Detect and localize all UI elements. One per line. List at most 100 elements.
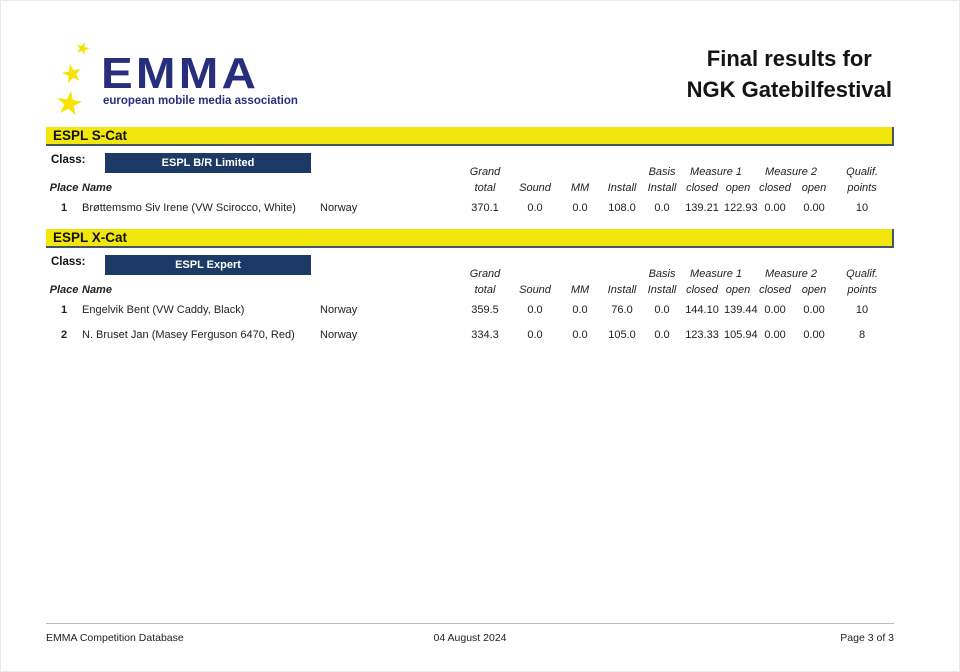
category-header-bar: ESPL X-Cat <box>46 229 894 248</box>
results-table: Class: ESPL B/R Limited Grand Basis Measu… <box>46 153 894 220</box>
col-measure1: Measure 1 <box>690 166 743 178</box>
cell-m2-open: 0.00 <box>803 328 825 341</box>
cell-m2-open: 0.00 <box>803 201 825 214</box>
col-mm: MM <box>570 182 590 194</box>
class-row: Class: ESPL Expert <box>46 255 460 281</box>
col-basis-line1: Basis <box>648 166 676 178</box>
cell-country: Norway <box>320 303 358 316</box>
cell-install: 105.0 <box>608 328 636 341</box>
results-body: 1 Engelvik Bent (VW Caddy, Black) Norway… <box>46 297 894 347</box>
star-icon: ★ <box>52 83 87 123</box>
class-badge: ESPL Expert <box>105 255 311 275</box>
table-row: 1 Brøttemsmo Siv Irene (VW Scirocco, Whi… <box>46 195 894 220</box>
class-label: Class: <box>51 256 86 268</box>
col-grand-line2: total <box>474 182 496 194</box>
class-row: Class: ESPL B/R Limited <box>46 153 460 179</box>
cell-mm: 0.0 <box>572 303 588 316</box>
title-line2: NGK Gatebilfestival <box>686 77 892 102</box>
col-m2-open: open <box>801 284 827 296</box>
cell-country: Norway <box>320 201 358 214</box>
results-table: Class: ESPL Expert Grand Basis Measure 1 … <box>46 255 894 347</box>
cell-grand-total: 370.1 <box>471 201 499 214</box>
col-basis-line2: Install <box>647 284 677 296</box>
col-spacer <box>510 255 560 281</box>
col-sound: Sound <box>519 182 551 194</box>
col-place: Place <box>49 182 79 194</box>
col-install: Install <box>607 182 637 194</box>
col-m2-closed: closed <box>759 182 791 194</box>
cell-place: 1 <box>60 303 68 316</box>
col-m1-open: open <box>725 284 751 296</box>
category-header-bar: ESPL S-Cat <box>46 127 894 146</box>
category-section: ESPL X-Cat Class: ESPL Expert Grand <box>46 229 894 347</box>
col-spacer <box>560 153 600 179</box>
col-grand-line2: total <box>474 284 496 296</box>
col-m2-closed: closed <box>759 284 791 296</box>
col-spacer <box>320 179 460 195</box>
emma-logo: ★ ★ ★ EMMA european mobile media associa… <box>46 36 316 123</box>
col-qualif-line2: points <box>847 284 877 296</box>
col-qualif-line1: Qualif. <box>846 166 878 178</box>
cell-m1-closed: 123.33 <box>685 328 719 341</box>
cell-sound: 0.0 <box>527 328 543 341</box>
cell-m2-closed: 0.00 <box>764 201 786 214</box>
col-grand-line1: Grand <box>469 166 501 178</box>
cell-sound: 0.0 <box>527 303 543 316</box>
footer-left: EMMA Competition Database <box>46 632 184 644</box>
cell-install: 108.0 <box>608 201 636 214</box>
category-title: ESPL S-Cat <box>53 128 128 143</box>
cell-name: N. Bruset Jan (Masey Ferguson 6470, Red) <box>82 328 295 341</box>
cell-qualif-points: 8 <box>858 328 866 341</box>
logo-tagline: european mobile media association <box>103 95 298 107</box>
col-spacer <box>600 255 644 281</box>
results-area: ESPL S-Cat Class: ESPL B/R Limited Grand <box>46 127 894 356</box>
col-spacer <box>600 153 644 179</box>
cell-qualif-points: 10 <box>855 201 869 214</box>
footer-date: 04 August 2024 <box>433 632 507 644</box>
cell-grand-total: 334.3 <box>471 328 499 341</box>
cell-m2-closed: 0.00 <box>764 303 786 316</box>
title-line1: Final results for <box>706 46 872 71</box>
table-row: 1 Engelvik Bent (VW Caddy, Black) Norway… <box>46 297 894 322</box>
cell-basis-install: 0.0 <box>654 201 670 214</box>
class-badge: ESPL B/R Limited <box>105 153 311 173</box>
cell-m2-open: 0.00 <box>803 303 825 316</box>
star-icon: ★ <box>72 37 93 60</box>
col-sound: Sound <box>519 284 551 296</box>
col-qualif-line2: points <box>847 182 877 194</box>
table-row: 2 N. Bruset Jan (Masey Ferguson 6470, Re… <box>46 322 894 347</box>
cell-basis-install: 0.0 <box>654 328 670 341</box>
category-section: ESPL S-Cat Class: ESPL B/R Limited Grand <box>46 127 894 220</box>
cell-qualif-points: 10 <box>855 303 869 316</box>
cell-name: Engelvik Bent (VW Caddy, Black) <box>82 303 245 316</box>
cell-place: 2 <box>60 328 68 341</box>
cell-place: 1 <box>60 201 68 214</box>
col-basis-line1: Basis <box>648 268 676 280</box>
page-title: Final results for NGK Gatebilfestival <box>687 43 892 105</box>
col-place: Place <box>49 284 79 296</box>
category-title: ESPL X-Cat <box>53 230 128 245</box>
col-spacer <box>320 281 460 297</box>
cell-mm: 0.0 <box>572 328 588 341</box>
cell-install: 76.0 <box>611 303 633 316</box>
class-label: Class: <box>51 154 86 166</box>
cell-m1-closed: 139.21 <box>685 201 719 214</box>
cell-m1-open: 122.93 <box>724 201 758 214</box>
footer-page-number: Page 3 of 3 <box>840 632 895 644</box>
cell-m2-closed: 0.00 <box>764 328 786 341</box>
col-m1-closed: closed <box>686 284 718 296</box>
cell-country: Norway <box>320 328 358 341</box>
col-measure1: Measure 1 <box>690 268 743 280</box>
page-footer: EMMA Competition Database 04 August 2024… <box>46 623 894 644</box>
col-spacer <box>510 153 560 179</box>
cell-m1-open: 139.44 <box>724 303 758 316</box>
col-measure2: Measure 2 <box>765 268 818 280</box>
col-m2-open: open <box>801 182 827 194</box>
col-basis-line2: Install <box>647 182 677 194</box>
logo-text: EMMA <box>101 49 260 98</box>
cell-sound: 0.0 <box>527 201 543 214</box>
col-grand-line1: Grand <box>469 268 501 280</box>
col-install: Install <box>607 284 637 296</box>
col-spacer <box>560 255 600 281</box>
